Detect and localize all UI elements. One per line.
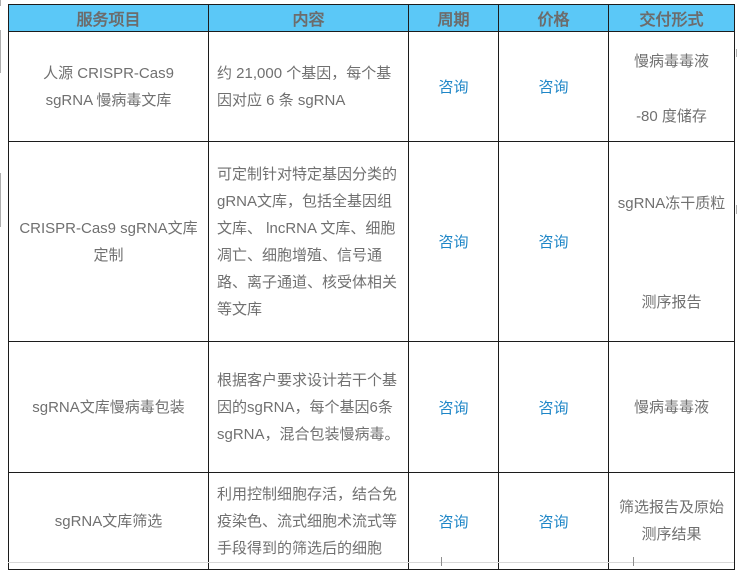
service-name-cell: sgRNA文库慢病毒包装 (8, 341, 209, 473)
header-content: 内容 (208, 4, 409, 32)
left-edge-artifact (0, 173, 1, 227)
delivery-item: 筛选报告及原始测序结果 (618, 499, 724, 543)
content-cell: 可定制针对特定基因分类的gRNA文库，包括全基因组文库、 lncRNA 文库、细… (208, 141, 409, 342)
next-row-faint-divider (8, 562, 734, 563)
price-cell: 咨询 (498, 141, 609, 342)
table-row: sgRNA文库筛选 利用控制细胞存活，结合免疫染色、流式细胞术流式等手段得到的筛… (8, 472, 735, 570)
period-consult-link[interactable]: 咨询 (438, 79, 469, 96)
price-cell: 咨询 (498, 31, 609, 142)
delivery-cell: 筛选报告及原始测序结果 (608, 472, 735, 570)
table-row: 人源 CRISPR-Cas9 sgRNA 慢病毒文库 约 21,000 个基因，… (8, 31, 735, 142)
header-delivery-form: 交付形式 (608, 4, 735, 32)
period-cell: 咨询 (408, 141, 499, 342)
delivery-cell: sgRNA冻干质粒 测序报告 (608, 141, 735, 342)
service-pricing-table: 服务项目 内容 周期 价格 交付形式 人源 CRISPR-Cas9 sgRNA … (8, 4, 735, 570)
delivery-cell: 慢病毒毒液 (608, 341, 735, 473)
content-cell: 利用控制细胞存活，结合免疫染色、流式细胞术流式等手段得到的筛选后的细胞 (208, 472, 409, 570)
delivery-item: 慢病毒毒液 (633, 53, 709, 70)
left-edge-artifact (0, 30, 1, 73)
price-cell: 咨询 (498, 472, 609, 570)
cutoff-gridline-stub (441, 557, 442, 566)
service-name-cell: sgRNA文库筛选 (8, 472, 209, 570)
period-cell: 咨询 (408, 472, 499, 570)
price-consult-link[interactable]: 咨询 (538, 513, 569, 531)
period-consult-link[interactable]: 咨询 (438, 399, 469, 417)
content-cell: 约 21,000 个基因，每个基因对应 6 条 sgRNA (208, 31, 409, 142)
price-cell: 咨询 (498, 341, 609, 473)
period-consult-link[interactable]: 咨询 (438, 513, 469, 531)
service-name-cell: CRISPR-Cas9 sgRNA文库定制 (8, 141, 209, 342)
delivery-item: sgRNA冻干质粒 (617, 194, 726, 212)
header-service-item: 服务项目 (8, 4, 209, 32)
left-edge-artifact (0, 0, 1, 6)
delivery-item: -80 度储存 (636, 108, 707, 125)
service-name-cell: 人源 CRISPR-Cas9 sgRNA 慢病毒文库 (8, 31, 209, 142)
header-period: 周期 (408, 4, 499, 32)
period-cell: 咨询 (408, 341, 499, 473)
price-consult-link[interactable]: 咨询 (538, 399, 569, 417)
price-consult-link[interactable]: 咨询 (538, 234, 569, 251)
cutoff-gridline-stub (633, 557, 634, 566)
period-cell: 咨询 (408, 31, 499, 142)
table-row: sgRNA文库慢病毒包装 根据客户要求设计若干个基因的sgRNA，每个基因6条s… (8, 341, 735, 473)
delivery-item: 测序报告 (641, 293, 702, 311)
price-consult-link[interactable]: 咨询 (538, 79, 569, 96)
table-header-row: 服务项目 内容 周期 价格 交付形式 (8, 4, 735, 32)
delivery-cell: 慢病毒毒液 -80 度储存 (608, 31, 735, 142)
header-price: 价格 (498, 4, 609, 32)
table-row: CRISPR-Cas9 sgRNA文库定制 可定制针对特定基因分类的gRNA文库… (8, 141, 735, 342)
content-cell: 根据客户要求设计若干个基因的sgRNA，每个基因6条sgRNA，混合包装慢病毒。 (208, 341, 409, 473)
delivery-item: 慢病毒毒液 (633, 398, 709, 416)
period-consult-link[interactable]: 咨询 (438, 234, 469, 251)
